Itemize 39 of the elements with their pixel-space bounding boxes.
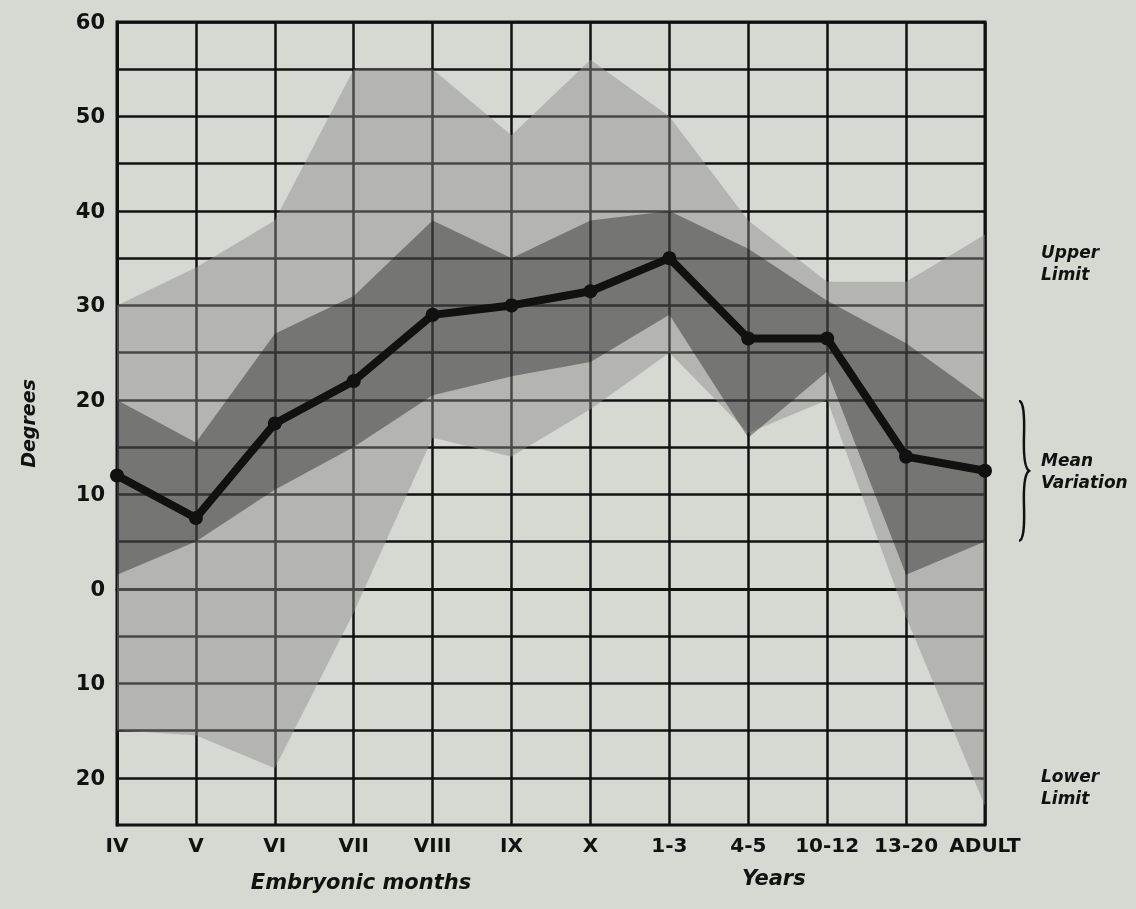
point	[741, 331, 756, 346]
x-tick-label: VII	[338, 833, 369, 857]
y-tick-label: 60	[75, 10, 105, 34]
y-tick-label: 40	[75, 198, 105, 223]
y-tick-label: 10	[75, 671, 105, 696]
y-tick-label: 10	[75, 482, 105, 507]
x-tick-label: 13-20	[874, 833, 939, 857]
y-tick-label: 20	[75, 387, 105, 412]
point	[978, 463, 992, 478]
x-tick-label: 4-5	[730, 833, 767, 857]
text: Lower Limit	[1041, 766, 1101, 809]
point	[583, 284, 598, 299]
point	[110, 468, 124, 483]
x-tick-label: VI	[263, 833, 287, 857]
x-axis-title: Embryonic months	[250, 869, 472, 894]
x-tick-label: 10-12	[795, 833, 860, 857]
point	[346, 373, 361, 388]
point	[662, 251, 677, 266]
point	[504, 298, 519, 313]
text: Mean Variation	[1041, 449, 1128, 492]
x-tick-label: IV	[105, 833, 129, 857]
y-tick-label: 0	[90, 576, 105, 601]
point	[425, 307, 440, 322]
point	[267, 416, 282, 431]
point	[188, 510, 203, 525]
y-tick-label: 50	[75, 104, 105, 129]
point	[899, 449, 914, 464]
x-tick-label: VIII	[413, 833, 452, 857]
point	[820, 331, 835, 346]
x-tick-label: V	[188, 833, 205, 857]
y-tick-label: 30	[75, 293, 105, 318]
x-tick-label: 1-3	[651, 833, 688, 857]
text: Years	[741, 865, 806, 890]
x-tick-label: IX	[500, 833, 524, 857]
x-tick-label: ADULT	[949, 833, 1022, 857]
y-axis-title: Degrees	[16, 379, 39, 468]
x-tick-label: X	[582, 833, 599, 857]
text: Upper Limit	[1041, 241, 1101, 284]
y-tick-label: 20	[75, 765, 105, 790]
